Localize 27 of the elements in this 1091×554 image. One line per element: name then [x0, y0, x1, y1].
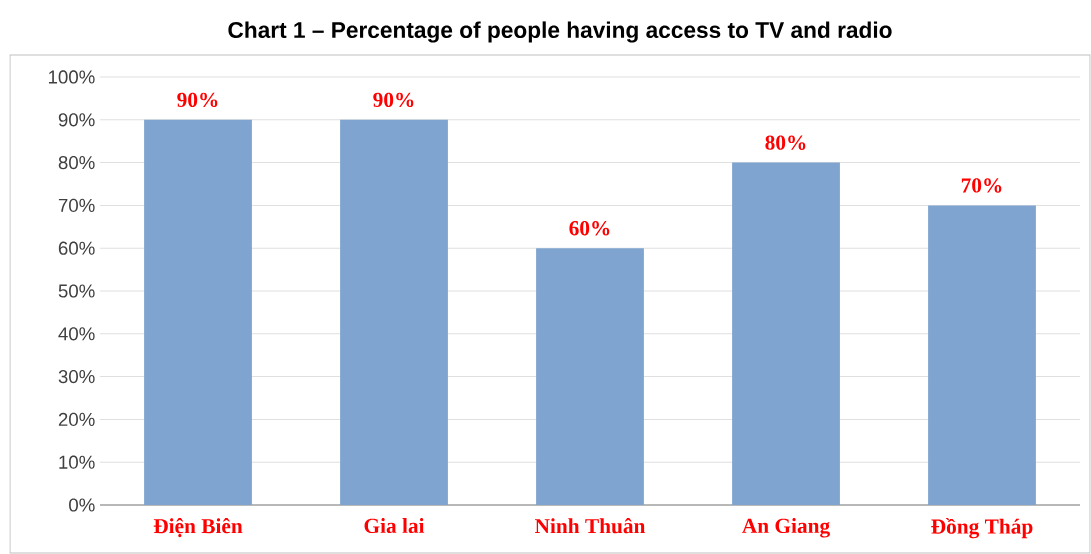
y-tick-label: 70%	[58, 198, 95, 213]
y-tick-label: 50%	[58, 284, 95, 298]
y-tick-label: 10%	[59, 455, 95, 469]
chart-title: Chart 1 – Percentage of people having access to TV and radio	[228, 21, 892, 43]
bar	[144, 119, 252, 505]
data-label: 90%	[177, 92, 218, 108]
data-label: 80%	[765, 135, 806, 150]
x-tick-label: An Giang	[742, 518, 830, 538]
bar	[536, 248, 644, 505]
bar	[732, 162, 840, 505]
bar	[928, 205, 1036, 505]
data-label: 70%	[961, 178, 1002, 193]
y-tick-label: 100%	[48, 70, 95, 84]
x-tick-label: Điện Biên	[153, 518, 243, 538]
y-tick-label: 90%	[58, 113, 95, 127]
y-tick-label: 0%	[69, 498, 95, 512]
y-tick-label: 30%	[58, 369, 95, 384]
x-tick-label: Gia lai	[364, 518, 425, 534]
y-tick-label: 60%	[58, 241, 95, 255]
y-tick-label: 80%	[58, 155, 95, 170]
data-label: 90%	[373, 92, 414, 108]
y-tick-label: 20%	[58, 412, 95, 427]
x-tick-label: Ninh Thuân	[534, 518, 646, 534]
y-tick-label: 40%	[58, 327, 95, 341]
x-tick-label: Đồng Tháp	[931, 518, 1033, 539]
data-label: 60%	[569, 221, 610, 236]
bar	[340, 119, 448, 505]
